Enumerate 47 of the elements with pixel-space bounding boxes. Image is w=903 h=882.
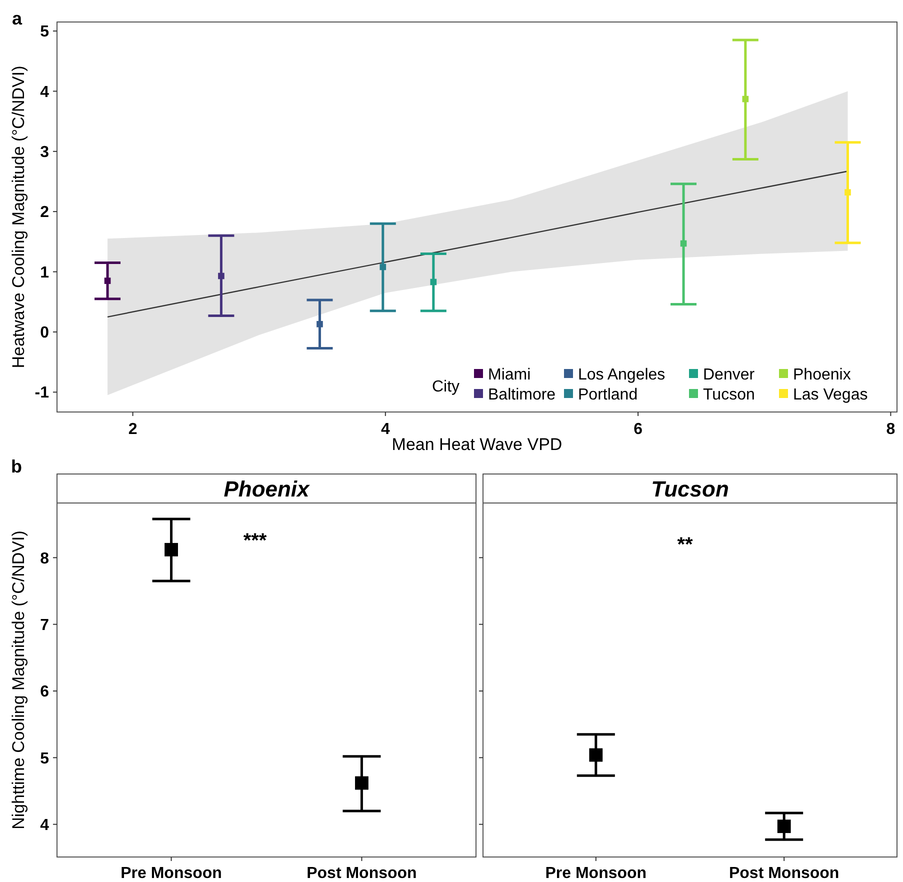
point	[430, 278, 437, 286]
point	[218, 272, 224, 280]
legend-title: City	[432, 378, 460, 396]
y-tick-label: 7	[40, 616, 50, 634]
point	[844, 189, 851, 196]
point	[680, 240, 687, 247]
legend-label: Portland	[578, 386, 638, 404]
y-tick-label: 5	[40, 24, 50, 41]
legend-label: Baltimore	[488, 386, 556, 404]
y-tick-label: 4	[40, 816, 50, 834]
y-tick-label: 0	[40, 324, 50, 342]
y-tick-label: 3	[40, 144, 50, 161]
x-axis-title: Mean Heat Wave VPD	[392, 435, 562, 454]
y-tick-label: -1	[34, 384, 50, 402]
annotation: ***	[243, 530, 267, 552]
x-tick-label: Pre Monsoon	[545, 865, 647, 882]
legend-label: Miami	[488, 366, 531, 384]
text: b	[11, 456, 22, 476]
legend-label: Denver	[703, 366, 756, 384]
y-axis-title: Nighttime Cooling Magnitude (°C/NDVI)	[9, 530, 28, 830]
legend-label: Las Vegas	[793, 386, 868, 404]
annotation: **	[677, 534, 693, 556]
x-tick-label: Pre Monsoon	[120, 865, 222, 882]
point	[316, 320, 323, 328]
point	[380, 264, 386, 270]
x-tick-label: 6	[634, 421, 643, 438]
y-tick-label: 1	[40, 264, 50, 282]
legend-label: Los Angeles	[578, 366, 666, 384]
point	[104, 278, 111, 284]
y-tick-label: 8	[40, 550, 50, 568]
legend-label: Tucson	[703, 386, 755, 404]
chart-title: Phoenix	[224, 476, 310, 502]
text: a	[12, 8, 23, 28]
y-tick-label: 6	[40, 684, 50, 701]
x-tick-label: 8	[886, 421, 896, 438]
y-tick-label: 5	[40, 750, 50, 768]
x-tick-label: Post Monsoon	[306, 865, 417, 882]
y-axis-title: Heatwave Cooling Magnitude (°C/NDVI)	[9, 66, 28, 368]
x-tick-label: 4	[380, 421, 390, 438]
y-tick-label: 4	[40, 84, 50, 101]
x-tick-label: Post Monsoon	[728, 865, 840, 882]
legend-label: Phoenix	[793, 366, 851, 384]
x-tick-label: 2	[128, 421, 138, 438]
line-series	[106, 170, 848, 318]
y-tick-label: 2	[40, 204, 50, 222]
point	[742, 96, 749, 102]
chart-title: Tucson	[651, 476, 729, 502]
